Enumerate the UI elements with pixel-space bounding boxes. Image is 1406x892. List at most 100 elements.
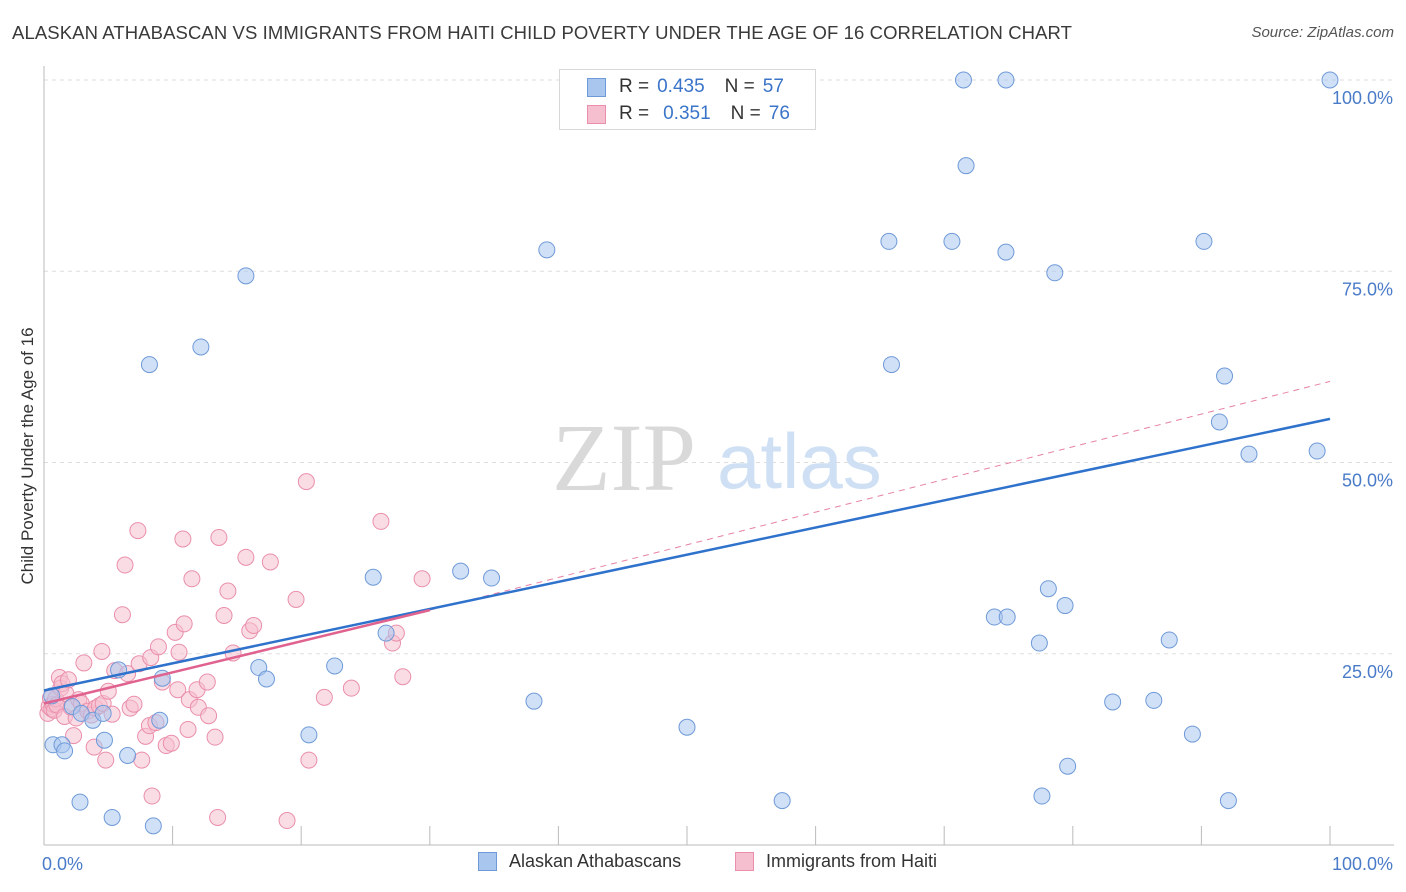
data-point-athabascan (1216, 367, 1234, 385)
data-point-athabascan (377, 624, 395, 642)
data-point-haiti (179, 720, 197, 738)
legend-swatch-pink (735, 852, 754, 871)
data-point-athabascan (773, 792, 791, 810)
data-point-athabascan (144, 817, 162, 835)
y-tick-labels: 25.0% 50.0% 75.0% 100.0% (1332, 88, 1393, 682)
data-point-athabascan (882, 356, 900, 374)
data-point-athabascan (1219, 792, 1237, 810)
data-point-haiti (198, 673, 216, 691)
series-legend: Alaskan Athabascans Immigrants from Hait… (0, 851, 1406, 877)
chart-title: ALASKAN ATHABASCAN VS IMMIGRANTS FROM HA… (12, 22, 1073, 43)
data-point-haiti (169, 681, 187, 699)
data-point-athabascan (119, 746, 137, 764)
legend-r-label: R = (619, 103, 650, 124)
data-point-haiti (394, 668, 412, 686)
trendline-haiti (43, 608, 431, 705)
x-tick-label: 100.0% (1332, 854, 1393, 874)
data-point-athabascan (1056, 597, 1074, 615)
data-point-athabascan (364, 568, 382, 586)
data-point-haiti (200, 707, 218, 725)
legend-item-alaskan-athabascans[interactable]: Alaskan Athabascans (478, 851, 681, 872)
data-point-athabascan (1240, 445, 1258, 463)
data-point-haiti (175, 615, 193, 633)
data-point-haiti (215, 607, 233, 624)
legend-n-label: N = (724, 76, 755, 97)
legend-row-immigrants-from-haiti: R = 0.351 N = 76 (587, 102, 790, 126)
data-point-athabascan (1308, 442, 1326, 460)
data-point-athabascan (943, 232, 961, 250)
data-point-athabascan (452, 562, 470, 580)
legend-r-value: 0.351 (663, 103, 711, 124)
legend-item-immigrants-from-haiti[interactable]: Immigrants from Haiti (735, 851, 937, 872)
data-point-athabascan (525, 692, 543, 710)
data-point-haiti (237, 548, 255, 566)
data-point-athabascan (326, 657, 344, 675)
data-point-athabascan (1039, 580, 1057, 598)
data-point-haiti (183, 570, 201, 588)
data-point-athabascan (954, 71, 972, 89)
data-point-haiti (315, 688, 333, 706)
data-point-haiti (133, 751, 151, 769)
data-point-athabascan (483, 569, 501, 587)
data-point-haiti (372, 512, 390, 530)
data-point-haiti (342, 679, 360, 697)
data-point-haiti (65, 727, 83, 745)
y-tick-label: 25.0% (1342, 662, 1393, 682)
data-point-athabascan (103, 808, 121, 826)
legend-label: Immigrants from Haiti (766, 851, 938, 871)
y-tick-label: 50.0% (1342, 471, 1393, 491)
data-point-athabascan (300, 726, 318, 744)
data-point-athabascan (1321, 71, 1339, 89)
x-tick-labels: 0.0% 100.0% (42, 854, 1393, 874)
data-point-haiti (170, 643, 188, 661)
watermark-zip: ZIP (552, 404, 696, 511)
data-point-haiti (143, 787, 161, 805)
y-tick-label: 75.0% (1342, 279, 1393, 299)
data-point-haiti (219, 582, 237, 600)
data-point-athabascan (257, 670, 275, 688)
data-point-haiti (245, 616, 263, 634)
data-point-athabascan (880, 232, 898, 250)
data-point-haiti (75, 654, 93, 672)
data-point-athabascan (151, 711, 169, 729)
data-point-athabascan (140, 356, 158, 374)
legend-swatch-blue (478, 852, 497, 871)
data-point-haiti (297, 473, 315, 491)
data-point-athabascan (56, 742, 74, 760)
trendlines (43, 380, 1331, 705)
data-point-athabascan (94, 704, 112, 722)
data-point-athabascan (71, 793, 89, 811)
data-point-haiti (113, 606, 131, 624)
data-point-haiti (93, 642, 111, 660)
data-point-athabascan (95, 731, 113, 749)
legend-n-value: 76 (768, 103, 790, 124)
data-point-athabascan (998, 608, 1016, 626)
data-point-athabascan (1210, 413, 1228, 431)
data-point-athabascan (997, 71, 1015, 89)
data-point-athabascan (1033, 787, 1051, 805)
data-point-athabascan (1183, 725, 1201, 743)
data-point-athabascan (1160, 631, 1178, 649)
data-point-haiti (162, 734, 180, 752)
y-axis-label: Child Poverty Under the Age of 16 (18, 327, 37, 584)
legend-label: Alaskan Athabascans (509, 851, 682, 871)
data-point-athabascan (1195, 232, 1213, 250)
data-point-haiti (125, 695, 143, 713)
data-point-haiti (278, 812, 296, 830)
data-point-athabascan (237, 267, 255, 285)
data-point-haiti (116, 556, 134, 574)
correlation-legend: R = 0.435 N = 57 R = 0.351 N = 76 (559, 69, 816, 130)
data-point-athabascan (1046, 264, 1064, 282)
legend-swatch-blue (587, 77, 606, 97)
data-point-athabascan (1030, 634, 1048, 652)
series-alaskan-athabascans (43, 71, 1339, 835)
data-point-haiti (300, 751, 318, 769)
data-point-haiti (206, 728, 224, 746)
legend-n-value: 57 (762, 76, 784, 97)
legend-n-label: N = (730, 103, 761, 124)
y-tick-label: 100.0% (1332, 88, 1393, 108)
data-point-athabascan (1059, 757, 1077, 775)
data-point-haiti (97, 751, 115, 769)
data-point-haiti (174, 530, 192, 548)
